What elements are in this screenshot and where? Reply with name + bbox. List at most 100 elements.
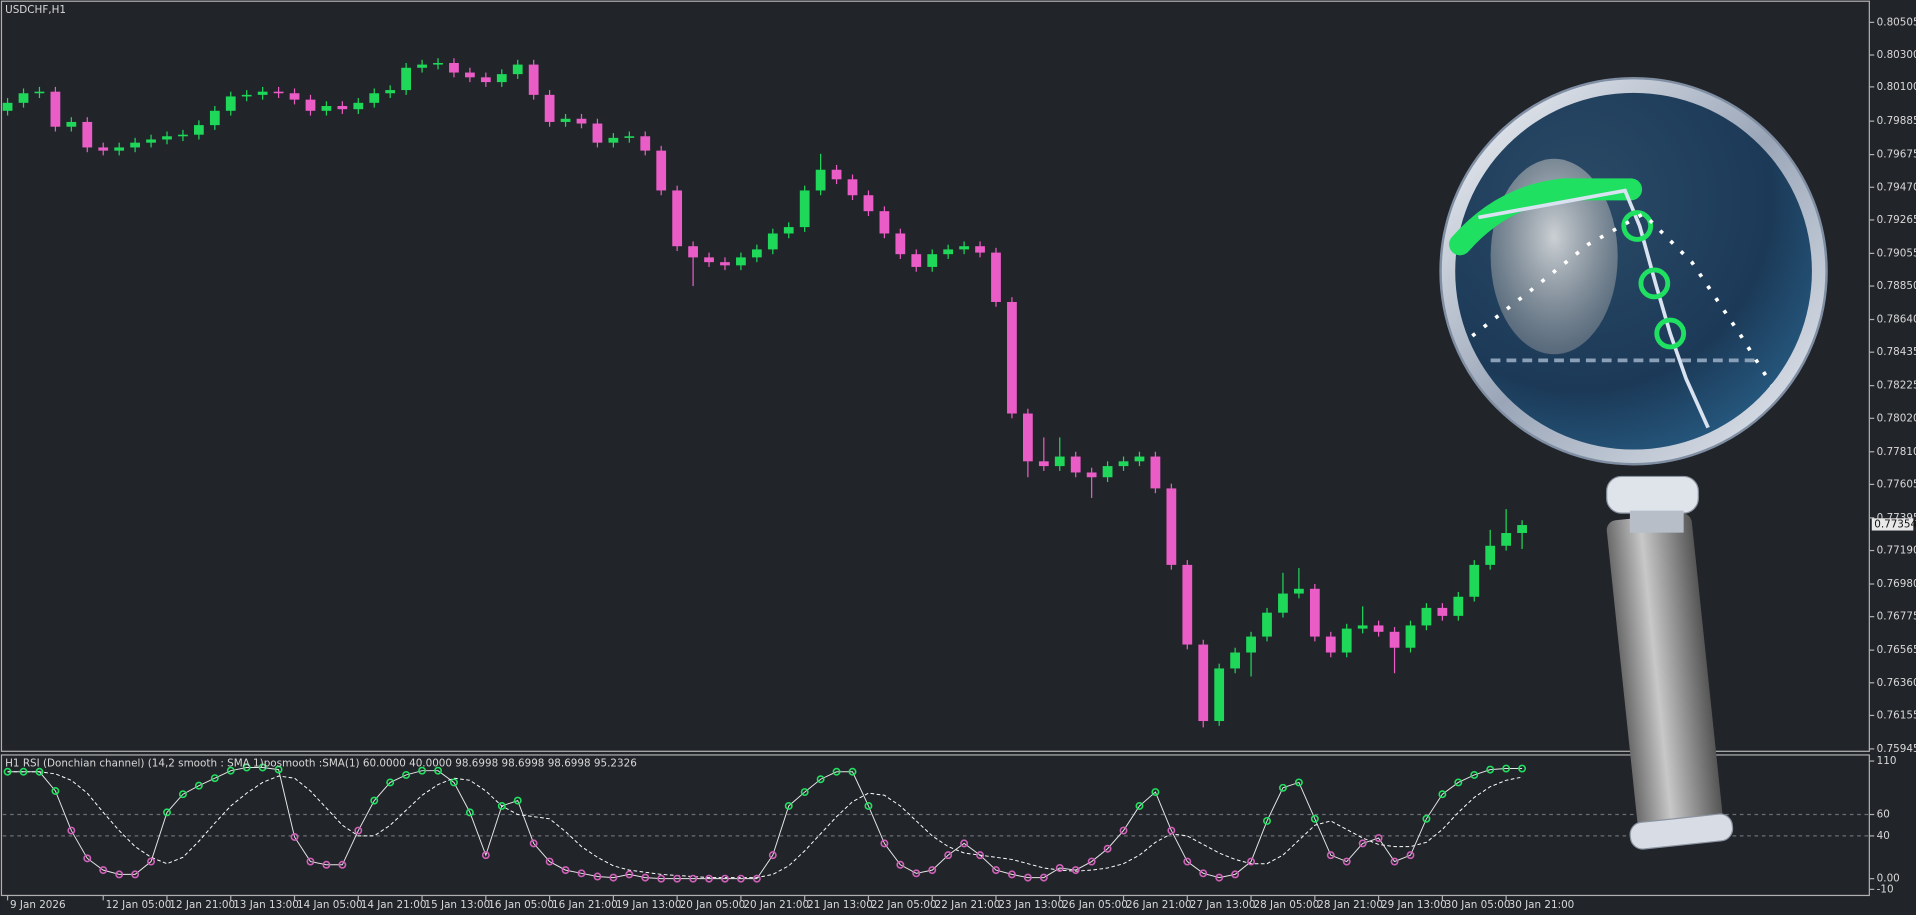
candle-body bbox=[1437, 607, 1448, 616]
rsi-point bbox=[1422, 814, 1431, 823]
rsi-point bbox=[67, 826, 76, 835]
rsi-point bbox=[115, 870, 124, 879]
x-tick-label: 22 Jan 05:00 bbox=[871, 899, 937, 911]
x-tick-label: 16 Jan 05:00 bbox=[488, 899, 554, 911]
rsi-point bbox=[1199, 869, 1208, 878]
candle-body bbox=[943, 249, 954, 255]
rsi-point bbox=[768, 851, 777, 860]
y-tick-label: 60 bbox=[1877, 809, 1890, 821]
rsi-point bbox=[816, 775, 825, 784]
rsi-point bbox=[418, 766, 427, 775]
candle-body bbox=[18, 93, 29, 103]
candle-body bbox=[1118, 461, 1129, 467]
x-tick-label: 14 Jan 21:00 bbox=[361, 899, 427, 911]
y-tick-label: 110 bbox=[1877, 755, 1897, 767]
candle-body bbox=[1150, 456, 1161, 489]
x-tick-label: 20 Jan 05:00 bbox=[680, 899, 746, 911]
x-tick-label: 30 Jan 05:00 bbox=[1445, 899, 1511, 911]
rsi-point bbox=[1263, 816, 1271, 825]
candle-body bbox=[895, 233, 906, 255]
rsi-point bbox=[1055, 864, 1064, 872]
y-tick-label: 0.79885 bbox=[1877, 115, 1916, 127]
candle-body bbox=[1038, 461, 1049, 467]
candle-body bbox=[385, 90, 396, 94]
rsi-point bbox=[194, 781, 203, 790]
candle-body bbox=[305, 99, 316, 111]
y-tick-label: 0.78020 bbox=[1877, 412, 1916, 424]
x-tick-label: 14 Jan 05:00 bbox=[297, 899, 363, 911]
rsi-point bbox=[290, 833, 299, 841]
candle-body bbox=[1182, 564, 1193, 645]
rsi-point bbox=[210, 774, 219, 783]
candle-body bbox=[209, 110, 220, 126]
candle-body bbox=[640, 136, 651, 151]
rsi-point bbox=[99, 866, 108, 875]
lens-rsi-band bbox=[1449, 178, 1643, 256]
rsi-point bbox=[147, 857, 156, 866]
candle-body bbox=[225, 96, 236, 111]
candle-body bbox=[1485, 545, 1496, 565]
rsi-point bbox=[609, 873, 618, 882]
rsi-point bbox=[1310, 814, 1319, 823]
x-tick-label: 30 Jan 21:00 bbox=[1509, 899, 1575, 911]
rsi-point bbox=[35, 767, 44, 776]
candle-body bbox=[1086, 472, 1097, 478]
candle-body bbox=[496, 74, 507, 83]
rsi-point bbox=[896, 860, 905, 869]
candle-body bbox=[2, 102, 13, 111]
candle-body bbox=[1214, 668, 1225, 722]
rsi-point bbox=[736, 874, 745, 883]
rsi-point bbox=[83, 854, 92, 863]
candle-body bbox=[146, 139, 156, 143]
candle-body bbox=[114, 147, 125, 151]
candle-body bbox=[1517, 525, 1527, 534]
candle-body bbox=[1325, 636, 1336, 653]
candle-body bbox=[257, 91, 268, 95]
x-tick-label: 26 Jan 21:00 bbox=[1126, 899, 1192, 911]
candle-body bbox=[50, 91, 61, 127]
rsi-point bbox=[848, 767, 857, 776]
rsi-point bbox=[3, 767, 12, 776]
magnifier-handle bbox=[1606, 513, 1723, 831]
rsi-point bbox=[434, 766, 442, 775]
rsi-point bbox=[131, 870, 140, 879]
rsi-point bbox=[1087, 857, 1096, 866]
rsi-point bbox=[1119, 826, 1128, 835]
lens-point bbox=[1638, 267, 1671, 300]
rsi-point bbox=[1247, 857, 1256, 866]
rsi-point bbox=[1151, 788, 1160, 797]
candle-body bbox=[1405, 625, 1416, 648]
x-tick-label: 19 Jan 13:00 bbox=[616, 899, 682, 911]
candle-body bbox=[672, 190, 683, 247]
rsi-point bbox=[593, 872, 602, 881]
candle-body bbox=[512, 64, 523, 75]
rsi-point bbox=[721, 874, 729, 883]
rsi-point bbox=[1358, 839, 1367, 848]
candle-body bbox=[401, 67, 412, 91]
y-tick-label: 0.76565 bbox=[1877, 644, 1916, 656]
candle-body bbox=[289, 93, 300, 100]
x-tick-label: 26 Jan 05:00 bbox=[1062, 899, 1128, 911]
candle-body bbox=[560, 118, 571, 122]
rsi-point bbox=[1294, 778, 1303, 787]
x-tick-label: 12 Jan 05:00 bbox=[106, 899, 172, 911]
x-tick-label: 28 Jan 05:00 bbox=[1254, 899, 1320, 911]
candle-body bbox=[1309, 588, 1320, 637]
candle-body bbox=[720, 262, 730, 266]
x-tick-label: 16 Jan 21:00 bbox=[552, 899, 618, 911]
rsi-point bbox=[800, 788, 809, 797]
y-tick-label: 0.79470 bbox=[1877, 181, 1916, 193]
x-tick-label: 12 Jan 21:00 bbox=[169, 899, 235, 911]
candle-body bbox=[1373, 625, 1384, 632]
candle-body bbox=[1341, 628, 1352, 653]
candle-body bbox=[1357, 625, 1368, 629]
y-tick-label: 0.77190 bbox=[1877, 545, 1916, 557]
y-tick-label: 0.76775 bbox=[1877, 611, 1916, 623]
candle-body bbox=[688, 246, 698, 258]
rsi-point bbox=[1406, 851, 1415, 860]
y-tick-label: 0.78435 bbox=[1877, 346, 1916, 358]
rsi-point bbox=[258, 763, 267, 772]
plot-layer: 0.80505 0.80300 0.80100 0.79885 0.79675 0.794… bbox=[2, 16, 1916, 911]
rsi-point bbox=[402, 770, 411, 779]
rsi-point bbox=[529, 839, 538, 848]
